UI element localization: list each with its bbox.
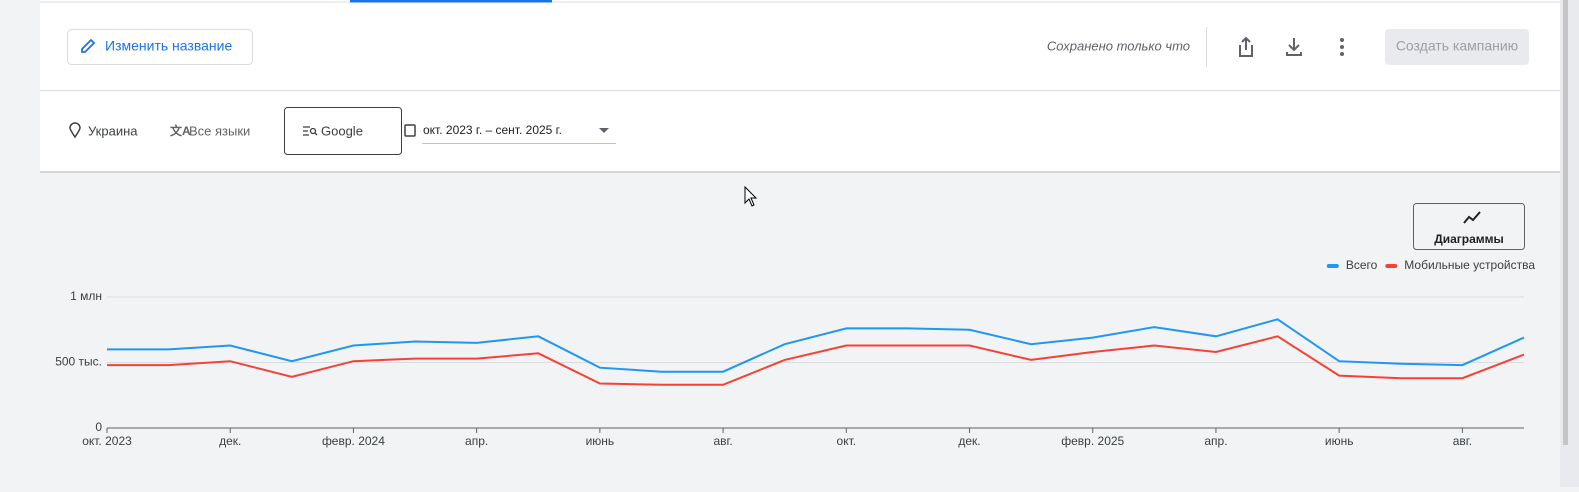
rename-label: Изменить название (105, 38, 232, 54)
active-tab-indicator (350, 0, 552, 3)
x-tick-label: окт. (837, 434, 857, 448)
x-tick-label: июнь (1325, 434, 1354, 448)
chart-toggle-button[interactable] (1413, 203, 1525, 250)
calendar-icon (404, 124, 416, 137)
legend-label: Мобильные устройства (1404, 258, 1535, 272)
y-tick-label: 1 млн (70, 289, 102, 303)
x-tick-label: апр. (1204, 434, 1227, 448)
legend-label: Всего (1346, 258, 1378, 272)
saved-status: Сохранено только что (1047, 38, 1190, 53)
location-icon (69, 122, 81, 139)
create-campaign-label: Создать кампанию (1396, 38, 1518, 54)
x-tick-label: дек. (958, 434, 980, 448)
network-filter-box[interactable] (284, 107, 402, 155)
x-tick-label: февр. 2025 (1061, 434, 1124, 448)
location-filter[interactable]: Украина (88, 123, 138, 138)
dropdown-arrow[interactable] (599, 128, 609, 133)
legend-swatch (1385, 264, 1398, 268)
chart-toggle-label: Диаграммы (1434, 232, 1504, 246)
card-shadow (40, 171, 1560, 173)
x-tick-label: июнь (586, 434, 615, 448)
mouse-cursor (744, 185, 758, 207)
language-icon: 文A (170, 123, 191, 138)
create-campaign-button[interactable] (1385, 29, 1529, 65)
x-tick-label: авг. (713, 434, 732, 448)
chart-icon (1463, 211, 1481, 224)
x-tick-label: февр. 2024 (322, 434, 385, 448)
scroll-gutter (1560, 0, 1579, 487)
header-card (40, 0, 1560, 171)
series-line (107, 318, 1525, 373)
chart: 0 500 тыс. 1 млн окт. 2023 дек. февр. 2024 апр… (55, 258, 1535, 448)
x-tick-label: окт. 2023 (82, 434, 132, 448)
rename-button[interactable] (67, 29, 253, 65)
y-tick-label: 500 тыс. (55, 355, 102, 369)
network-icon (303, 126, 318, 136)
x-tick-label: авг. (1453, 434, 1472, 448)
x-tick-label: апр. (465, 434, 488, 448)
legend-swatch (1326, 264, 1339, 268)
share-icon[interactable] (1239, 36, 1253, 57)
network-filter: Google (321, 123, 363, 138)
more-icon[interactable] (1340, 38, 1344, 56)
pencil-icon (81, 38, 96, 53)
download-icon[interactable] (1286, 38, 1302, 56)
date-range-filter[interactable]: окт. 2023 г. – сент. 2025 г. (423, 123, 562, 137)
scrollbar[interactable] (1563, 0, 1568, 445)
x-tick-label: дек. (219, 434, 241, 448)
y-tick-label: 0 (95, 420, 102, 434)
series-line (107, 335, 1525, 386)
language-filter[interactable]: Все языки (189, 123, 250, 138)
